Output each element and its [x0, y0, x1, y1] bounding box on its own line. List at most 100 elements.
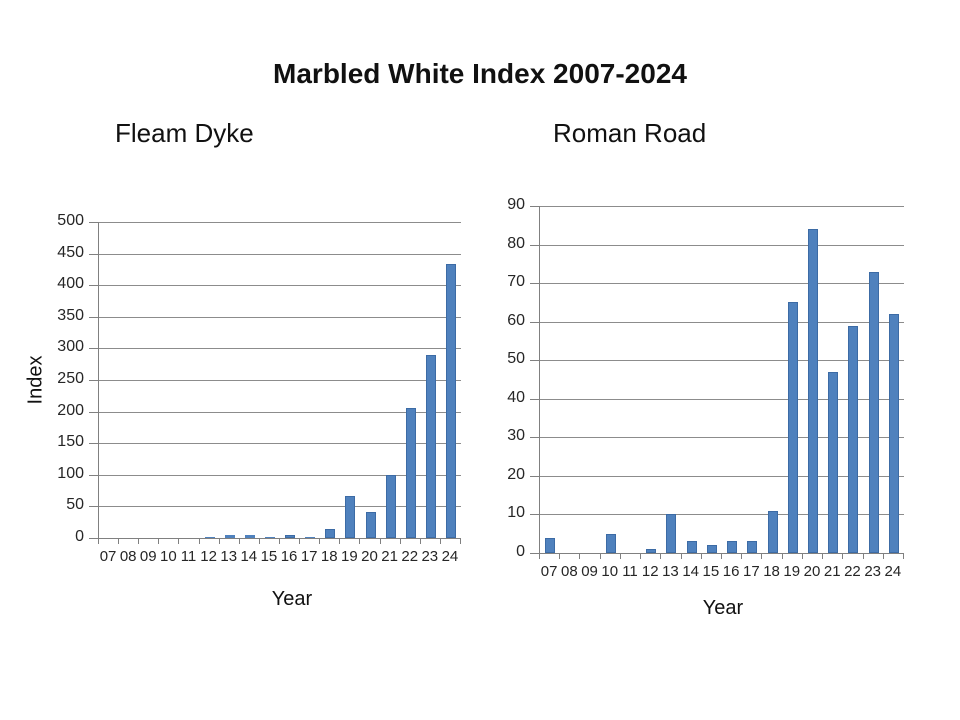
- bar-fleam-dyke-21: [385, 474, 396, 538]
- y-axis-tick: [89, 316, 98, 318]
- x-axis-tick: [680, 554, 682, 559]
- x-axis-tick: [359, 539, 361, 544]
- x-tick-label: 12: [200, 548, 217, 565]
- gridline: [540, 244, 904, 246]
- x-axis-tick: [761, 554, 763, 559]
- gridline: [99, 285, 461, 287]
- x-axis-tick: [822, 554, 824, 559]
- x-axis-tick: [258, 539, 260, 544]
- gridline: [540, 360, 904, 362]
- x-tick-label: 14: [240, 548, 258, 565]
- y-axis-tick: [530, 475, 539, 477]
- x-axis-tick: [660, 554, 662, 559]
- x-tick-label: 11: [180, 548, 197, 565]
- x-tick-label: 11: [622, 563, 638, 580]
- gridline: [99, 348, 461, 350]
- x-axis-tick: [882, 554, 884, 559]
- x-axis-tick: [539, 554, 540, 559]
- bar-fleam-dyke-24: [445, 263, 456, 538]
- x-axis-tick: [460, 539, 461, 544]
- x-axis-tick: [158, 539, 160, 544]
- x-axis-tick: [279, 539, 280, 544]
- x-tick-label: 10: [601, 563, 619, 580]
- x-tick-label: 12: [641, 563, 659, 580]
- y-tick-label: 500: [57, 212, 84, 230]
- x-tick-label: 17: [742, 563, 760, 580]
- y-tick-label: 250: [57, 370, 84, 388]
- bar-fleam-dyke-19: [345, 495, 356, 538]
- gridline: [540, 283, 904, 285]
- bar-roman-road-23: [868, 271, 879, 553]
- chart-fleam-dyke: Fleam Dyke Index Year 0 50 100 150 200 250 300…: [0, 110, 480, 670]
- gridline: [99, 474, 461, 476]
- y-tick-label: 0: [75, 528, 84, 546]
- y-axis-tick: [89, 348, 98, 350]
- gridline: [99, 380, 461, 381]
- x-tick-label: 09: [581, 563, 598, 580]
- y-axis-tick: [89, 253, 98, 255]
- x-tick-label: 19: [783, 563, 801, 580]
- bar-fleam-dyke-23: [425, 354, 436, 538]
- x-tick-label: 24: [441, 548, 459, 565]
- x-tick-label: 13: [662, 563, 679, 580]
- y-tick-label: 40: [507, 388, 525, 406]
- y-axis-tick: [89, 285, 98, 287]
- y-axis-tick: [530, 553, 539, 554]
- x-axis-title: Year: [702, 597, 744, 619]
- y-tick-label: 400: [57, 275, 84, 293]
- y-axis-tick: [89, 506, 98, 508]
- x-axis-tick: [319, 539, 321, 544]
- x-tick-label: 18: [763, 563, 780, 580]
- bar-roman-road-10: [605, 533, 616, 553]
- bar-roman-road-20: [808, 229, 818, 553]
- bar-fleam-dyke-15: [264, 536, 275, 538]
- y-axis-tick: [530, 206, 539, 207]
- x-axis-tick: [198, 539, 200, 544]
- x-tick-label: 15: [702, 563, 720, 580]
- x-axis-title: Year: [271, 588, 313, 610]
- x-axis-tick: [721, 554, 722, 559]
- y-axis-tick: [530, 244, 539, 246]
- chart-title-roman-road: Roman Road: [553, 118, 707, 148]
- bar-fleam-dyke-16: [285, 534, 296, 538]
- y-tick-label: 90: [507, 196, 525, 214]
- y-axis-tick: [530, 514, 539, 516]
- x-tick-label: 13: [220, 548, 238, 565]
- x-axis-tick: [599, 554, 601, 559]
- y-axis-tick: [530, 437, 539, 439]
- bar-roman-road-24: [888, 313, 899, 553]
- gridline: [99, 316, 461, 318]
- y-tick-label: 80: [507, 234, 525, 252]
- x-axis-tick: [903, 554, 904, 559]
- y-axis-tick: [89, 538, 98, 539]
- bar-fleam-dyke-18: [325, 529, 336, 538]
- gridline: [540, 398, 904, 400]
- bar-roman-road-13: [666, 514, 677, 553]
- bar-fleam-dyke-14: [244, 535, 255, 538]
- x-tick-label: 21: [823, 563, 841, 580]
- bar-fleam-dyke-22: [405, 407, 416, 538]
- x-axis-tick: [781, 554, 783, 559]
- y-axis-tick: [89, 474, 98, 476]
- x-tick-label: 07: [99, 548, 117, 565]
- y-axis-tick: [89, 222, 98, 223]
- bar-fleam-dyke-12: [204, 536, 215, 538]
- x-tick-label: 19: [341, 548, 358, 565]
- bar-roman-road-14: [686, 541, 697, 553]
- y-tick-label: 200: [57, 401, 84, 419]
- x-tick-label: 22: [844, 563, 861, 580]
- x-tick-label: 20: [803, 563, 821, 580]
- gridline: [99, 411, 461, 413]
- gridline: [99, 222, 461, 223]
- x-axis-tick: [439, 539, 441, 544]
- x-tick-label: 21: [381, 548, 398, 565]
- x-axis-tick: [238, 539, 240, 544]
- x-tick-label: 23: [864, 563, 881, 580]
- x-axis-tick: [399, 539, 401, 544]
- bar-roman-road-12: [646, 549, 657, 553]
- x-tick-label: 10: [160, 548, 177, 565]
- gridline: [99, 253, 461, 255]
- y-tick-label: 0: [516, 543, 525, 561]
- chart-roman-road: Roman Road Year 0 10 20 30 40 50 60 70 80 90 07 08 0…: [480, 110, 960, 670]
